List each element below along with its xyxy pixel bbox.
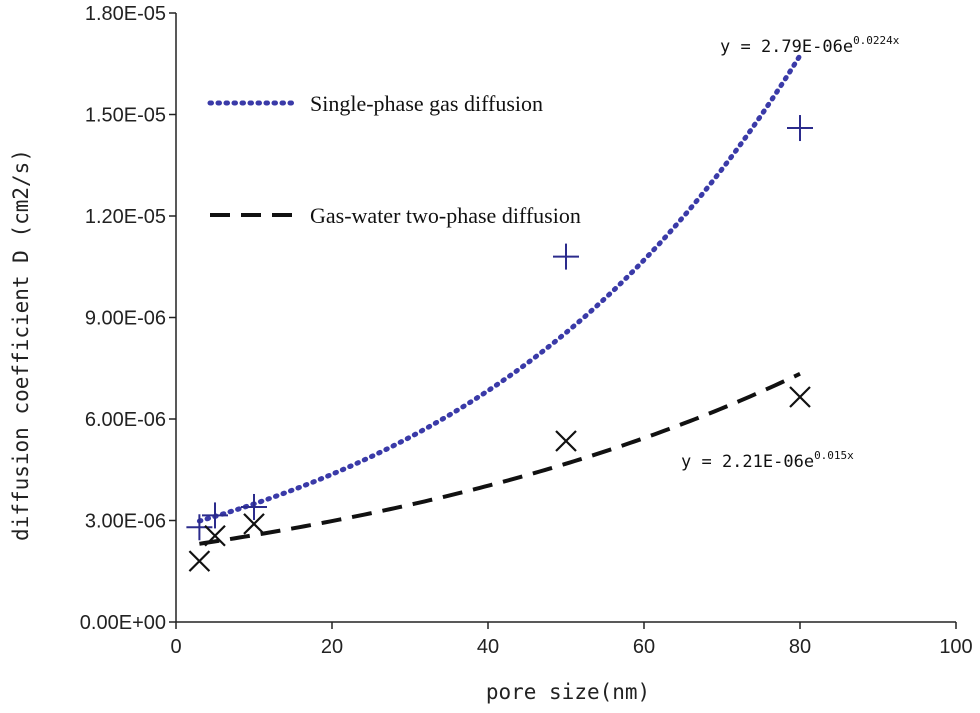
x-tick-label: 100	[939, 636, 972, 658]
cross-marker	[243, 513, 265, 535]
x-ticks: 0 20 40 60 80 100	[170, 622, 973, 658]
equation-two-phase: y = 2.21E-06e0.015x	[681, 449, 854, 472]
y-tick-label: 0.00E+00	[80, 612, 166, 634]
plus-marker	[241, 493, 267, 520]
legend-label-single-phase: Single-phase gas diffusion	[310, 91, 543, 116]
x-tick-label: 20	[321, 636, 343, 658]
cross-marker	[188, 550, 211, 572]
x-tick-label: 0	[170, 636, 181, 658]
single-phase-markers	[186, 115, 813, 541]
plus-marker	[553, 243, 579, 270]
single-phase-trendline	[196, 52, 803, 524]
x-tick-label: 60	[633, 636, 655, 658]
y-tick-label: 6.00E-06	[85, 409, 166, 431]
y-tick-label: 1.50E-05	[85, 105, 166, 127]
x-tick-label: 80	[789, 636, 811, 658]
y-tick-label: 9.00E-06	[85, 308, 166, 330]
legend-label-two-phase: Gas-water two-phase diffusion	[310, 203, 581, 228]
equation-single-phase: y = 2.79E-06e0.0224x	[720, 34, 900, 57]
cross-marker	[789, 386, 811, 408]
two-phase-markers	[188, 386, 811, 572]
y-axis-title: diffusion coefficient D (cm2/s)	[9, 149, 33, 541]
y-tick-label: 1.20E-05	[85, 206, 166, 228]
legend: Single-phase gas diffusion Gas-water two…	[207, 91, 581, 228]
y-tick-label: 1.80E-05	[85, 3, 166, 25]
cross-marker	[555, 430, 577, 452]
y-ticks: 0.00E+00 3.00E-06 6.00E-06 9.00E-06 1.20E-05…	[80, 3, 176, 634]
plus-marker	[202, 502, 228, 529]
x-tick-label: 40	[477, 636, 499, 658]
plus-marker	[787, 115, 813, 142]
cross-marker	[204, 524, 226, 547]
y-tick-label: 3.00E-06	[85, 511, 166, 533]
x-axis-title: pore size(nm)	[486, 680, 650, 704]
two-phase-trendline	[199, 371, 801, 546]
